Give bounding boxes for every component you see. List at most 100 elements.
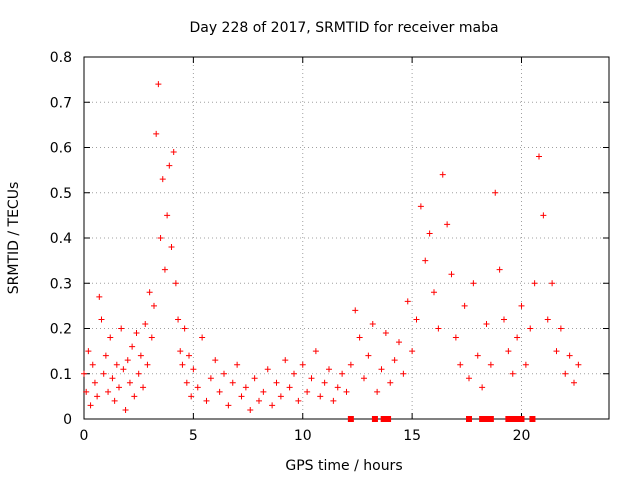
grid-lines bbox=[84, 57, 609, 419]
data-point bbox=[487, 361, 494, 368]
data-point bbox=[501, 316, 507, 323]
data-point bbox=[221, 370, 227, 377]
data-point bbox=[98, 316, 105, 323]
data-point bbox=[553, 348, 560, 355]
x-tick-label: 5 bbox=[189, 428, 198, 444]
data-point bbox=[326, 366, 332, 373]
data-point bbox=[234, 361, 241, 368]
y-tick-label: 0.1 bbox=[50, 367, 72, 383]
data-point bbox=[81, 370, 87, 377]
data-point bbox=[531, 280, 538, 287]
y-tick-label: 0.3 bbox=[50, 276, 72, 292]
data-point bbox=[87, 402, 94, 409]
data-point bbox=[343, 388, 350, 395]
data-point bbox=[146, 289, 153, 296]
y-tick-label: 0.7 bbox=[50, 95, 72, 111]
data-point bbox=[116, 384, 122, 391]
zero-flag-marker bbox=[371, 416, 378, 422]
data-point bbox=[102, 352, 109, 359]
data-point bbox=[308, 375, 315, 382]
data-point bbox=[317, 393, 324, 400]
data-point bbox=[347, 361, 354, 368]
data-point bbox=[571, 379, 577, 386]
data-point bbox=[96, 293, 103, 300]
data-point bbox=[177, 348, 184, 355]
data-point bbox=[448, 271, 455, 278]
data-point bbox=[190, 366, 197, 373]
y-tick-label: 0.5 bbox=[50, 186, 72, 202]
zero-flag-marker bbox=[487, 416, 494, 422]
data-point bbox=[238, 393, 245, 400]
data-point bbox=[168, 244, 175, 251]
data-point bbox=[461, 302, 468, 309]
data-point bbox=[369, 320, 376, 327]
data-point bbox=[170, 149, 177, 156]
data-point bbox=[111, 397, 118, 404]
data-point bbox=[118, 325, 125, 332]
data-point bbox=[256, 397, 262, 404]
data-point bbox=[124, 357, 131, 364]
data-point bbox=[286, 384, 293, 391]
data-point bbox=[396, 339, 402, 346]
data-point bbox=[492, 189, 499, 196]
data-point bbox=[356, 334, 363, 341]
zero-flag-marker bbox=[347, 416, 354, 422]
data-point bbox=[365, 352, 372, 359]
data-point bbox=[444, 221, 451, 228]
data-point bbox=[142, 320, 149, 327]
data-point bbox=[247, 406, 254, 413]
data-point bbox=[100, 370, 107, 377]
data-point bbox=[183, 379, 190, 386]
data-point bbox=[540, 212, 547, 219]
data-point bbox=[435, 325, 442, 332]
data-point bbox=[387, 379, 394, 386]
data-point bbox=[251, 375, 258, 382]
data-point bbox=[153, 130, 160, 137]
data-point bbox=[229, 379, 236, 386]
data-point bbox=[175, 316, 182, 323]
data-point bbox=[409, 348, 416, 355]
data-point bbox=[549, 280, 556, 287]
data-point bbox=[91, 379, 98, 386]
data-point bbox=[172, 280, 179, 287]
data-point bbox=[575, 361, 582, 368]
data-point bbox=[413, 316, 420, 323]
data-point bbox=[382, 330, 389, 337]
data-point bbox=[282, 357, 289, 364]
data-point bbox=[330, 397, 337, 404]
y-axis-label: SRMTID / TECUs bbox=[6, 182, 22, 295]
data-point bbox=[295, 397, 302, 404]
data-point bbox=[131, 393, 138, 400]
data-point bbox=[422, 257, 429, 264]
data-point bbox=[166, 162, 173, 169]
data-point bbox=[148, 334, 155, 341]
zero-flag-marker bbox=[505, 416, 512, 422]
data-point bbox=[181, 325, 188, 332]
data-point bbox=[122, 406, 129, 413]
data-point bbox=[188, 393, 195, 400]
y-tick-label: 0.6 bbox=[50, 141, 72, 157]
data-point bbox=[312, 348, 319, 355]
data-point bbox=[264, 366, 271, 373]
data-point bbox=[304, 388, 311, 395]
zero-flag-marker bbox=[385, 416, 392, 422]
x-tick-label: 20 bbox=[513, 428, 531, 444]
data-point bbox=[474, 352, 481, 359]
data-point bbox=[514, 334, 521, 341]
data-point bbox=[334, 384, 341, 391]
y-tick-label: 0.2 bbox=[50, 322, 72, 338]
data-point bbox=[431, 289, 437, 296]
data-point bbox=[120, 366, 127, 373]
data-point bbox=[273, 379, 280, 386]
data-point bbox=[426, 230, 433, 237]
data-point bbox=[417, 203, 424, 210]
data-point bbox=[522, 361, 529, 368]
data-point bbox=[107, 334, 114, 341]
data-point bbox=[135, 370, 142, 377]
zero-flag-marker bbox=[380, 416, 387, 422]
data-point bbox=[186, 352, 192, 359]
data-point bbox=[89, 361, 96, 368]
data-points bbox=[81, 81, 582, 413]
data-point bbox=[299, 361, 306, 368]
